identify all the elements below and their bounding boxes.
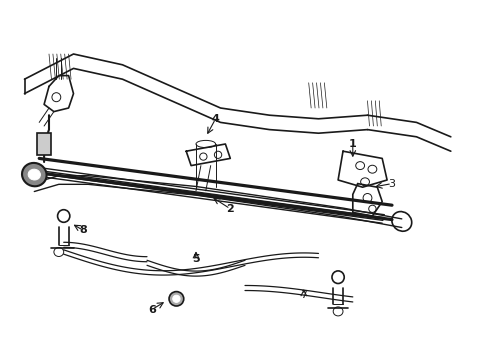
Ellipse shape (169, 292, 184, 306)
Text: 3: 3 (389, 179, 395, 189)
Bar (37, 133, 51, 155)
Text: 8: 8 (79, 225, 87, 235)
Text: 4: 4 (212, 114, 220, 124)
Text: 7: 7 (300, 290, 307, 300)
Ellipse shape (172, 295, 180, 302)
Text: 6: 6 (148, 305, 156, 315)
Ellipse shape (28, 169, 41, 180)
Text: 1: 1 (349, 139, 357, 149)
Text: 5: 5 (192, 254, 200, 264)
Ellipse shape (22, 163, 47, 186)
Text: 2: 2 (226, 204, 234, 214)
